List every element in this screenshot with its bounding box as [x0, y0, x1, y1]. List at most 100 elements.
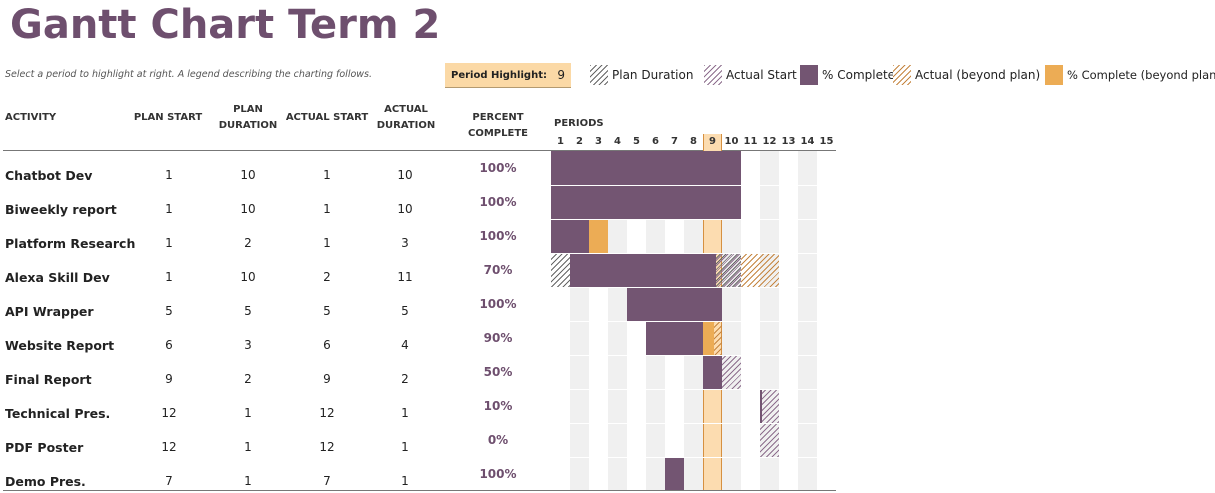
plan-start-cell: 1	[165, 270, 173, 284]
percent-complete-bar	[665, 457, 684, 491]
plan-duration-cell: 2	[244, 236, 252, 250]
period-number: 13	[781, 136, 796, 147]
activity-name: Technical Pres.	[5, 406, 111, 421]
gantt-chart: 1 2 3 4 5 6 7 8 9 10 11 12 13 14 15	[551, 134, 836, 491]
percent-complete-cell: 100%	[479, 297, 517, 311]
activity-name: Chatbot Dev	[5, 168, 93, 183]
bottom-divider	[3, 490, 836, 491]
percent-complete-bar	[551, 185, 741, 219]
plan-duration-cell: 1	[244, 474, 252, 488]
row-separator	[551, 185, 836, 186]
plan-start-cell: 7	[165, 474, 173, 488]
plan-start-cell: 1	[165, 168, 173, 182]
actual-start-cell: 12	[319, 406, 335, 420]
period-number: 11	[743, 136, 758, 147]
period-number: 9	[709, 136, 716, 147]
period-number: 4	[614, 136, 621, 147]
actual-duration-cell: 3	[401, 236, 409, 250]
complete-beyond-swatch	[1045, 65, 1063, 85]
actual-duration-cell: 5	[401, 304, 409, 318]
period-number: 1	[557, 136, 564, 147]
percent-complete-cell: 100%	[479, 229, 517, 243]
period-column-stripe	[608, 151, 627, 490]
actual-duration-cell: 10	[397, 202, 413, 216]
actual-start-cell: 7	[323, 474, 331, 488]
header-divider	[3, 150, 836, 151]
header-actual-duration: ACTUAL DURATION	[376, 104, 436, 131]
plan-start-cell: 12	[161, 440, 177, 454]
activity-name: Demo Pres.	[5, 474, 86, 489]
plan-start-cell: 5	[165, 304, 173, 318]
actual-start-bar	[760, 389, 779, 423]
percent-complete-cell: 0%	[487, 433, 509, 447]
plan-start-cell: 1	[165, 236, 173, 250]
row-separator	[551, 287, 836, 288]
actual-beyond-plan-bar	[741, 253, 779, 287]
actual-start-cell: 2	[323, 270, 331, 284]
row-separator	[551, 355, 836, 356]
actual-start-cell: 1	[323, 202, 331, 216]
period-highlight-box[interactable]: Period Highlight: 9	[445, 63, 571, 88]
header-periods: PERIODS	[554, 118, 604, 129]
plan-duration-cell: 5	[244, 304, 252, 318]
period-number: 3	[595, 136, 602, 147]
period-highlight-label: Period Highlight:	[451, 69, 547, 81]
actual-start-cell: 1	[323, 168, 331, 182]
header-activity: ACTIVITY	[5, 112, 57, 123]
actual-start-cell: 12	[319, 440, 335, 454]
period-number: 7	[671, 136, 678, 147]
actual-duration-cell: 2	[401, 372, 409, 386]
plan-start-cell: 1	[165, 202, 173, 216]
percent-complete-bar	[570, 253, 717, 287]
actual-start-cell: 6	[323, 338, 331, 352]
period-number: 2	[576, 136, 583, 147]
actual-duration-cell: 4	[401, 338, 409, 352]
actual-beyond-swatch	[893, 65, 911, 85]
legend-actual-beyond: Actual (beyond plan)	[893, 64, 1040, 86]
activity-name: Biweekly report	[5, 202, 117, 217]
plan-duration-cell: 10	[240, 270, 256, 284]
legend-percent-complete: % Complete	[800, 64, 895, 86]
period-number: 10	[724, 136, 739, 147]
actual-start-cell: 5	[323, 304, 331, 318]
plan-duration-cell: 1	[244, 406, 252, 420]
percent-complete-beyond-plan-bar	[589, 219, 608, 253]
percent-complete-cell: 50%	[483, 365, 513, 379]
actual-start-cell: 9	[323, 372, 331, 386]
legend-label: Actual Start	[726, 68, 797, 82]
actual-duration-cell: 11	[397, 270, 413, 284]
period-number: 6	[652, 136, 659, 147]
plan-duration-cell: 10	[240, 168, 256, 182]
legend-label: % Complete	[822, 68, 896, 82]
row-separator	[551, 457, 836, 458]
row-separator	[551, 219, 836, 220]
percent-complete-cell: 70%	[483, 263, 513, 277]
plan-start-cell: 12	[161, 406, 177, 420]
actual-duration-cell: 10	[397, 168, 413, 182]
activity-name: Alexa Skill Dev	[5, 270, 110, 285]
activity-name: Platform Research	[5, 236, 136, 251]
legend-label: Actual (beyond plan)	[915, 68, 1041, 82]
plan-start-cell: 9	[165, 372, 173, 386]
period-column-stripe	[798, 151, 817, 490]
activity-name: Website Report	[5, 338, 115, 353]
page-subtitle: Select a period to highlight at right. A…	[5, 69, 373, 80]
header-plan-start: PLAN START	[133, 112, 203, 123]
header-percent-complete: PERCENT COMPLETE	[468, 112, 528, 139]
period-number: 5	[633, 136, 640, 147]
legend-plan-duration: Plan Duration	[590, 64, 693, 86]
percent-complete-cell: 10%	[483, 399, 513, 413]
plan-duration-cell: 2	[244, 372, 252, 386]
header-plan-duration: PLAN DURATION	[218, 104, 278, 131]
period-highlight-value[interactable]: 9	[557, 68, 565, 82]
period-number: 12	[762, 136, 777, 147]
period-number: 15	[819, 136, 834, 147]
plan-duration-swatch	[590, 65, 608, 85]
period-number: 8	[690, 136, 697, 147]
row-separator	[551, 423, 836, 424]
legend-actual-start: Actual Start	[704, 64, 797, 86]
plan-start-cell: 6	[165, 338, 173, 352]
period-column-stripe	[722, 151, 741, 490]
header-actual-start: ACTUAL START	[285, 112, 369, 123]
page-title: Gantt Chart Term 2	[10, 2, 441, 48]
